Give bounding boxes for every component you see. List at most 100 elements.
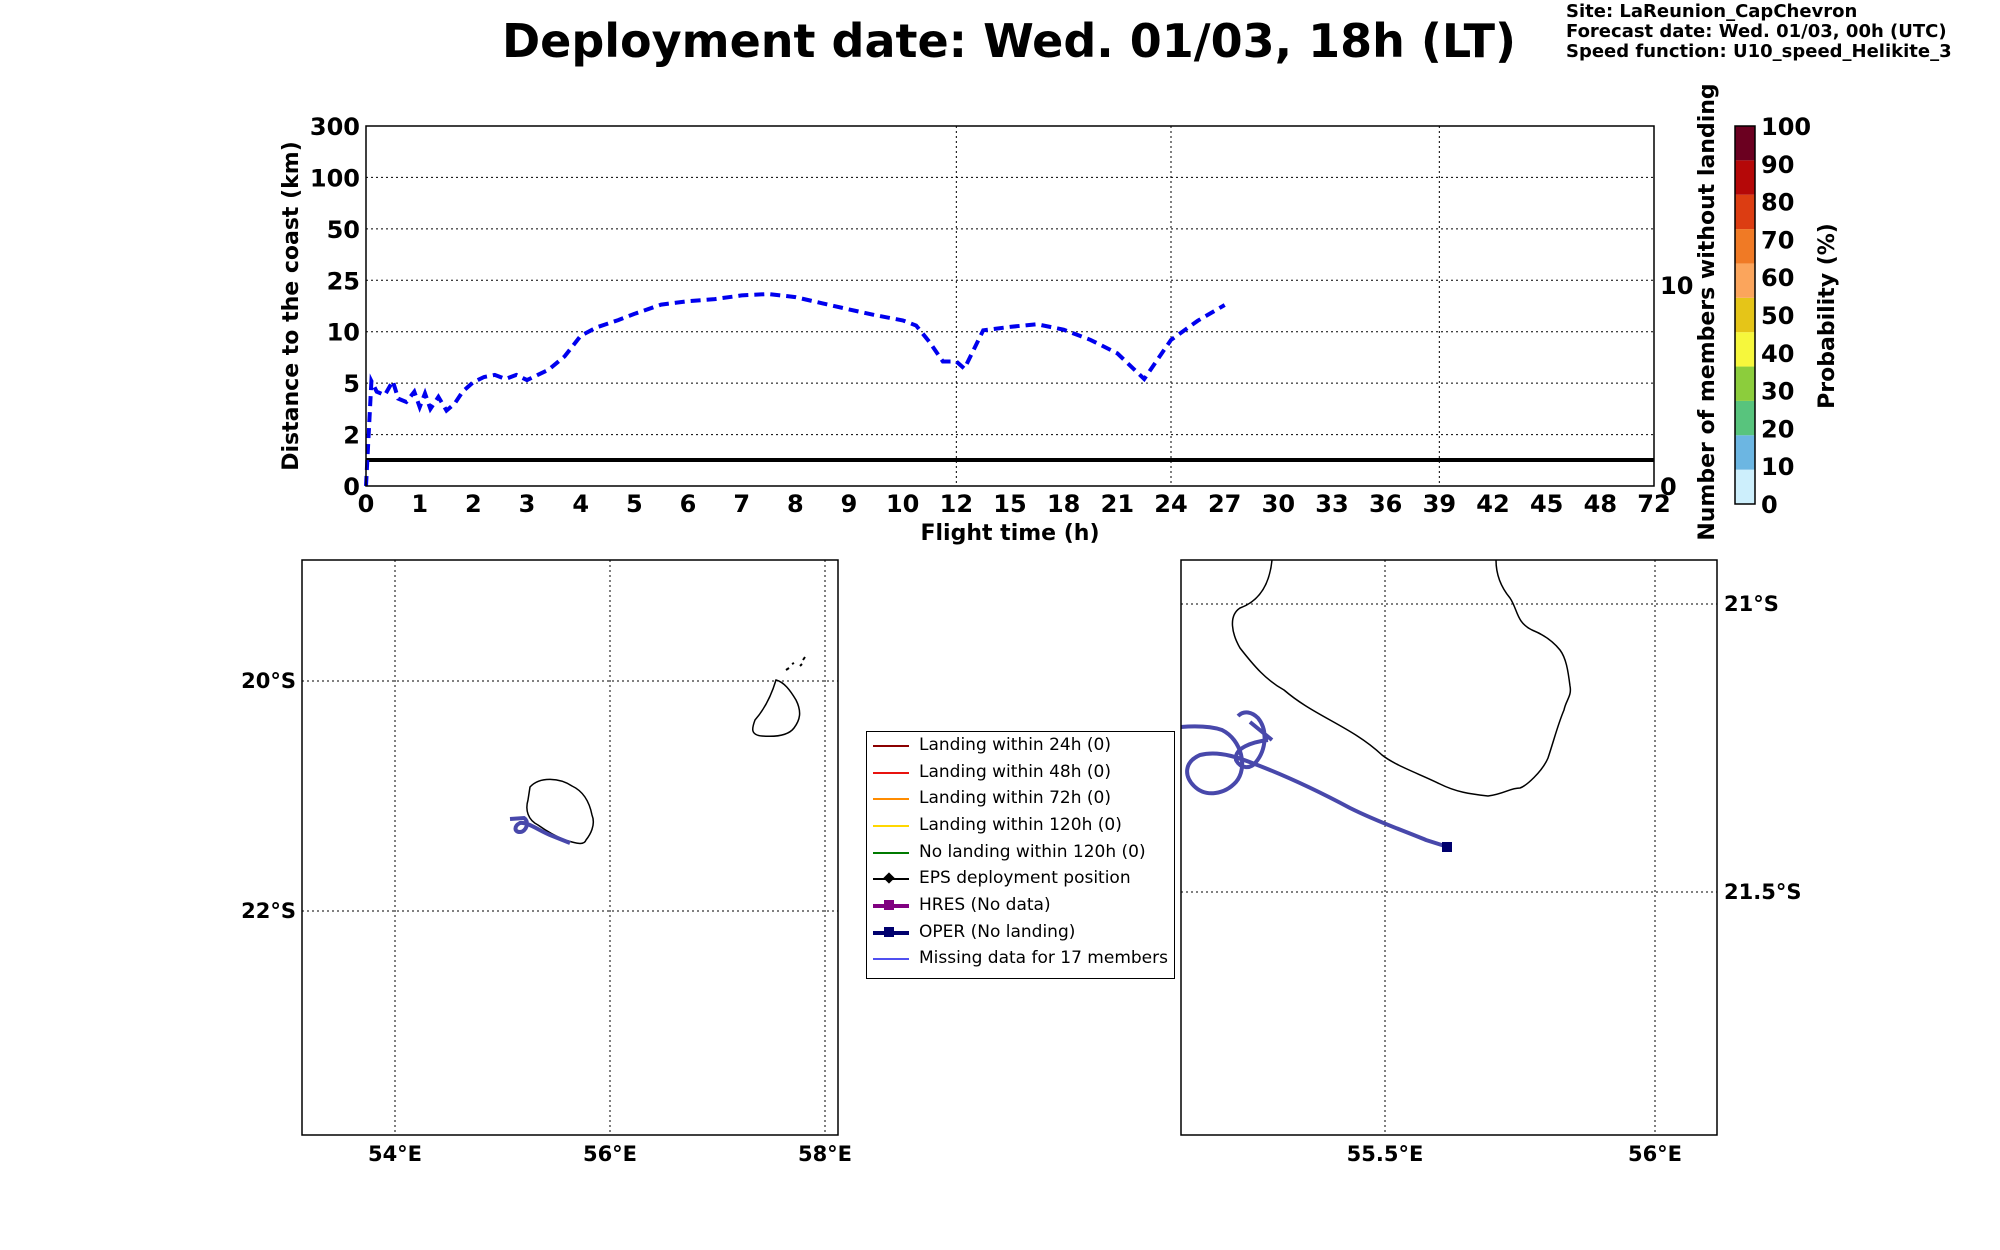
- square-marker-icon: [884, 900, 894, 910]
- x-tick-label: 30: [1262, 490, 1295, 518]
- plot-frame: [365, 125, 1655, 487]
- site-label: Site: LaReunion_CapChevron: [1566, 1, 1858, 22]
- x-tick-label: 8: [787, 490, 804, 518]
- colorbar-tick-label: 60: [1761, 264, 1794, 292]
- colorbar-tick-label: 10: [1761, 453, 1794, 481]
- colorbar-segment: [1735, 263, 1755, 298]
- colorbar-tick-label: 30: [1761, 378, 1794, 406]
- colorbar-tick-label: 70: [1761, 226, 1794, 254]
- distance-chart: 0 1 2 3 4 5 6 7 8 9 10 12 15 18 21 24 27 30 33 36 39 42 45 48 72…: [279, 83, 1840, 546]
- lon-tick-56e: 56°E: [583, 1142, 637, 1166]
- x-tick-label: 45: [1530, 490, 1563, 518]
- x-tick-label: 5: [626, 490, 643, 518]
- legend-item: Landing within 24h (0): [867, 733, 1174, 759]
- colorbar-segment: [1735, 469, 1755, 504]
- x-tick-label: 12: [940, 490, 973, 518]
- colorbar-segment: [1735, 366, 1755, 401]
- y-tick-label: 2: [343, 422, 360, 450]
- y2-tick-labels: 0 10: [1660, 272, 1693, 501]
- x-tick-label: 7: [733, 490, 750, 518]
- speed-function-label: Speed function: U10_speed_Helikite_3: [1566, 41, 1952, 62]
- colorbar-tick-label: 100: [1761, 113, 1811, 141]
- x-tick-label: 42: [1476, 490, 1509, 518]
- x-tick-label: 3: [519, 490, 536, 518]
- x-tick-label: 39: [1423, 490, 1456, 518]
- x-tick-label: 6: [680, 490, 697, 518]
- x-axis-label: Flight time (h): [920, 521, 1099, 546]
- y-tick-label: 25: [327, 267, 360, 295]
- colorbar-tick-label: 90: [1761, 151, 1794, 179]
- x-tick-label: 9: [841, 490, 858, 518]
- chart-grid: [366, 126, 1654, 486]
- x-tick-label: 4: [572, 490, 589, 518]
- metadata-block: Site: LaReunion_CapChevron Forecast date…: [1566, 2, 1952, 62]
- reunion-coastline: [1231, 559, 1572, 797]
- legend-item: Landing within 72h (0): [867, 786, 1174, 812]
- y2-axis-label: Number of members without landing: [1695, 83, 1720, 540]
- small-islets: [785, 656, 806, 671]
- right-map-frame: [1180, 559, 1718, 1136]
- colorbar-segment: [1735, 332, 1755, 367]
- right-map-trajectory: [1180, 710, 1449, 849]
- colorbar-segment: [1735, 400, 1755, 436]
- y-tick-label: 300: [310, 113, 360, 141]
- x-tick-label: 72: [1637, 490, 1670, 518]
- legend-item: Landing within 120h (0): [867, 813, 1174, 839]
- mauritius-island-outline: [751, 679, 801, 738]
- colorbar-segment: [1735, 435, 1755, 470]
- y-tick-label: 0: [343, 473, 360, 501]
- x-tick-label: 27: [1208, 490, 1241, 518]
- lat-tick-22s: 22°S: [241, 899, 296, 923]
- colorbar-segment: [1735, 297, 1755, 333]
- lat-tick-20s: 20°S: [241, 669, 296, 693]
- lon-tick-55-5e: 55.5°E: [1347, 1142, 1424, 1166]
- legend-item: OPER (No landing): [867, 920, 1174, 946]
- x-tick-label: 10: [886, 490, 919, 518]
- legend-item: HRES (No data): [867, 893, 1174, 919]
- map-right: 21°S 21.5°S 55.5°E 56°E: [1180, 559, 1801, 1166]
- y-tick-label: 100: [310, 164, 360, 192]
- forecast-date-label: Forecast date: Wed. 01/03, 00h (UTC): [1566, 21, 1947, 42]
- x-tick-label: 15: [993, 490, 1026, 518]
- colorbar-tick-label: 40: [1761, 340, 1794, 368]
- lon-tick-58e: 58°E: [798, 1142, 852, 1166]
- colorbar-frame: [1734, 125, 1756, 505]
- x-tick-label: 33: [1315, 490, 1348, 518]
- x-tick-label: 0: [358, 490, 375, 518]
- colorbar-label: Probability (%): [1815, 223, 1840, 409]
- reunion-island-outline: [526, 778, 595, 845]
- x-tick-label: 21: [1101, 490, 1134, 518]
- map-left: 20°S 22°S 54°E 56°E 58°E: [241, 559, 852, 1166]
- legend-item: EPS deployment position: [867, 866, 1174, 892]
- y-tick-label: 5: [343, 370, 360, 398]
- distance-series-line: [364, 291, 1226, 487]
- colorbar-segment: [1735, 194, 1755, 230]
- colorbar-segment: [1735, 126, 1755, 161]
- colorbar-tick-label: 0: [1761, 491, 1778, 519]
- oper-end-marker: [1442, 842, 1452, 852]
- colorbar-tick-label: 50: [1761, 302, 1794, 330]
- x-tick-label: 36: [1369, 490, 1402, 518]
- diamond-marker-icon: [883, 872, 895, 884]
- square-marker-icon: [884, 927, 894, 937]
- lon-tick-56e-right: 56°E: [1628, 1142, 1682, 1166]
- x-tick-label: 24: [1154, 490, 1187, 518]
- lat-tick-21s: 21°S: [1724, 592, 1779, 616]
- left-map-trajectory: [509, 815, 571, 845]
- x-tick-label: 1: [411, 490, 428, 518]
- x-tick-labels: 0 1 2 3 4 5 6 7 8 9 10 12 15 18 21 24 27 30 33 36 39 42 45 48 72: [358, 490, 1671, 518]
- colorbar-segment: [1735, 160, 1755, 195]
- legend-item: Landing within 48h (0): [867, 760, 1174, 786]
- legend: Landing within 24h (0) Landing within 48…: [866, 731, 1175, 979]
- legend-item: No landing within 120h (0): [867, 840, 1174, 866]
- y-tick-label: 10: [327, 319, 360, 347]
- legend-item: Missing data for 17 members: [867, 946, 1174, 972]
- x-tick-label: 48: [1584, 490, 1617, 518]
- colorbar-segment: [1735, 229, 1755, 264]
- probability-colorbar: 0 10 20 30 40 50 60 70 80 90 100: [1734, 113, 1811, 519]
- y2-tick-label: 0: [1660, 473, 1677, 501]
- colorbar-tick-label: 20: [1761, 415, 1794, 443]
- y-axis-label: Distance to the coast (km): [279, 141, 304, 471]
- x-tick-label: 18: [1047, 490, 1080, 518]
